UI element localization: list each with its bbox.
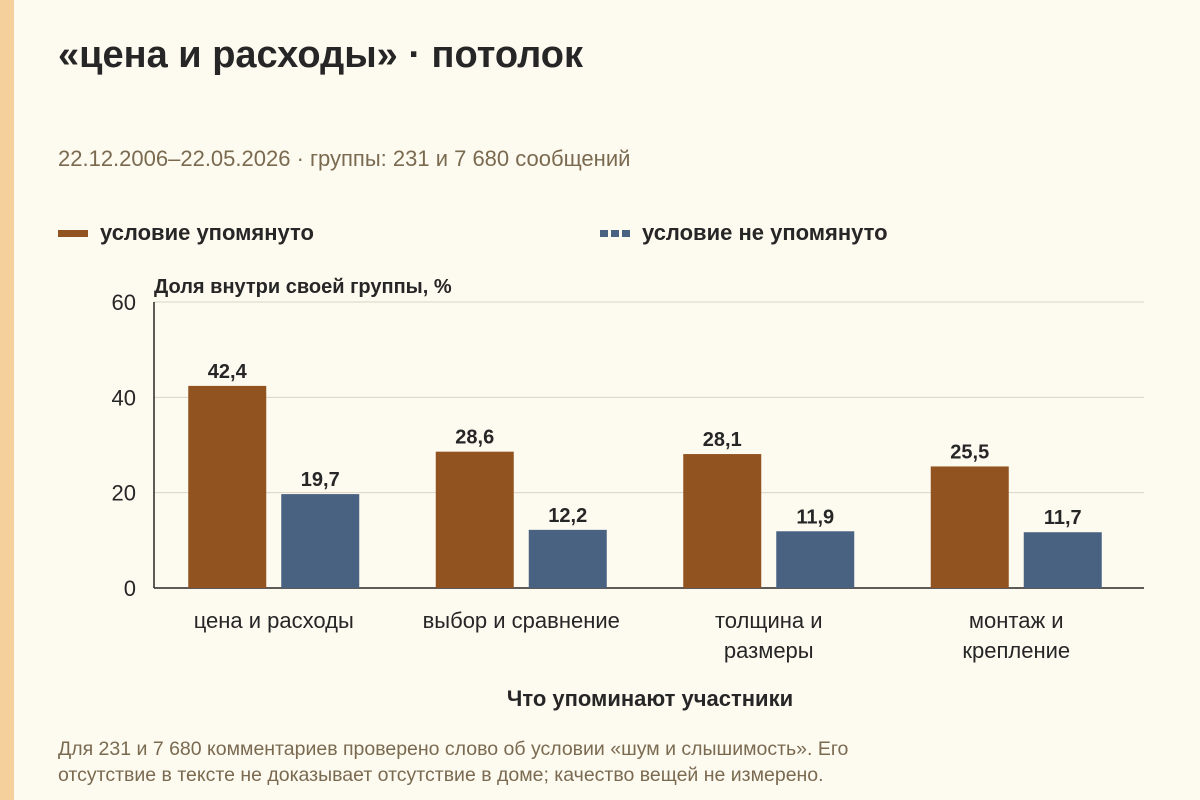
bar-mentioned [188,385,267,588]
bar-mentioned [930,466,1009,588]
accent-bar [0,0,14,800]
legend-item-not-mentioned: условие не упомянуто [600,220,888,246]
legend-label-not-mentioned: условие не упомянуто [642,220,888,245]
x-tick-label: толщина и [715,608,823,633]
legend-swatch-not-mentioned [600,229,630,237]
bar-mentioned [683,454,762,588]
chart-title: «цена и расходы» · потолок [58,34,584,76]
data-label: 28,6 [455,427,494,449]
x-tick-label: размеры [724,638,814,663]
data-label: 19,7 [301,469,340,491]
bar-not-mentioned [281,494,360,588]
x-tick-label: выбор и сравнение [423,608,620,633]
footnote-line-2: отсутствие в тексте не доказывает отсутс… [58,764,824,786]
footnote-line-1: Для 231 и 7 680 комментариев проверено с… [58,738,849,760]
y-tick-label: 20 [112,481,136,506]
chart-subtitle: 22.12.2006–22.05.2026 · группы: 231 и 7 … [58,146,631,171]
x-tick-label: крепление [962,638,1070,663]
x-tick-label: монтаж и [969,608,1064,633]
data-label: 42,4 [208,361,248,383]
bar-not-mentioned [528,529,607,588]
legend-swatch-mentioned [58,229,88,237]
data-label: 11,7 [1044,507,1082,529]
bar-chart: 0 20 40 60 Доля внутри своей группы, % 42,4 19… [112,276,1144,663]
data-label: 25,5 [950,441,989,463]
data-label: 11,9 [796,506,834,528]
bar-not-mentioned [776,531,855,588]
y-axis-title: Доля внутри своей группы, % [154,276,452,298]
bar-mentioned [435,451,514,588]
data-label: 12,2 [548,505,587,527]
legend-label-mentioned: условие упомянуто [100,220,314,245]
x-axis-title: Что упоминают участники [506,686,794,711]
legend-item-mentioned: условие упомянуто [58,220,314,246]
y-tick-label: 40 [112,385,136,410]
x-tick-label: цена и расходы [194,608,354,633]
footnote: Для 231 и 7 680 комментариев проверено с… [58,736,1158,788]
y-tick-label: 0 [124,576,136,601]
y-tick-label: 60 [112,290,136,315]
bar-not-mentioned [1023,532,1102,588]
data-label: 28,1 [703,429,742,451]
